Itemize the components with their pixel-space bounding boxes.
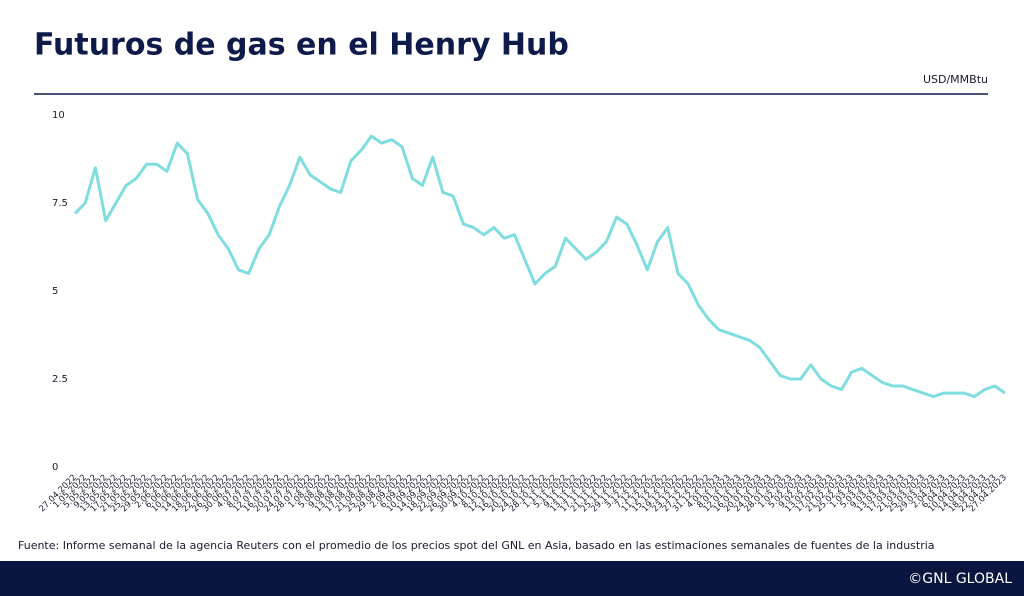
source-note: Fuente: Informe semanal de la agencia Re…	[18, 539, 935, 552]
y-tick-label: 5	[52, 286, 58, 297]
chart-title: Futuros de gas en el Henry Hub	[34, 28, 569, 63]
price-line	[73, 134, 1006, 399]
y-tick-label: 2.5	[52, 374, 68, 385]
unit-label: USD/MMBtu	[923, 73, 988, 86]
y-tick-label: 0	[52, 462, 58, 473]
y-tick-label: 7.5	[52, 198, 68, 209]
footer-bar	[0, 561, 1024, 596]
footer-brand: ©GNL GLOBAL	[908, 571, 1012, 587]
y-tick-label: 10	[52, 110, 65, 121]
